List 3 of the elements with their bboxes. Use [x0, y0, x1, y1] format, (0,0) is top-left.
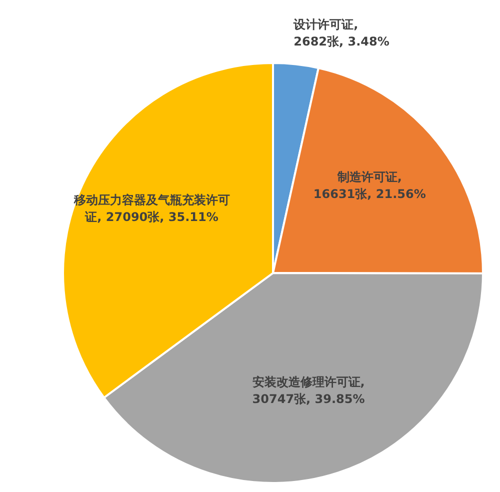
slice-label: 设计许可证, 2682张, 3.48%	[292, 18, 390, 49]
slice-label: 安装改造修理许可证, 30747张, 39.85%	[252, 376, 365, 407]
slice-label: 制造许可证, 16631张, 21.56%	[313, 170, 426, 202]
